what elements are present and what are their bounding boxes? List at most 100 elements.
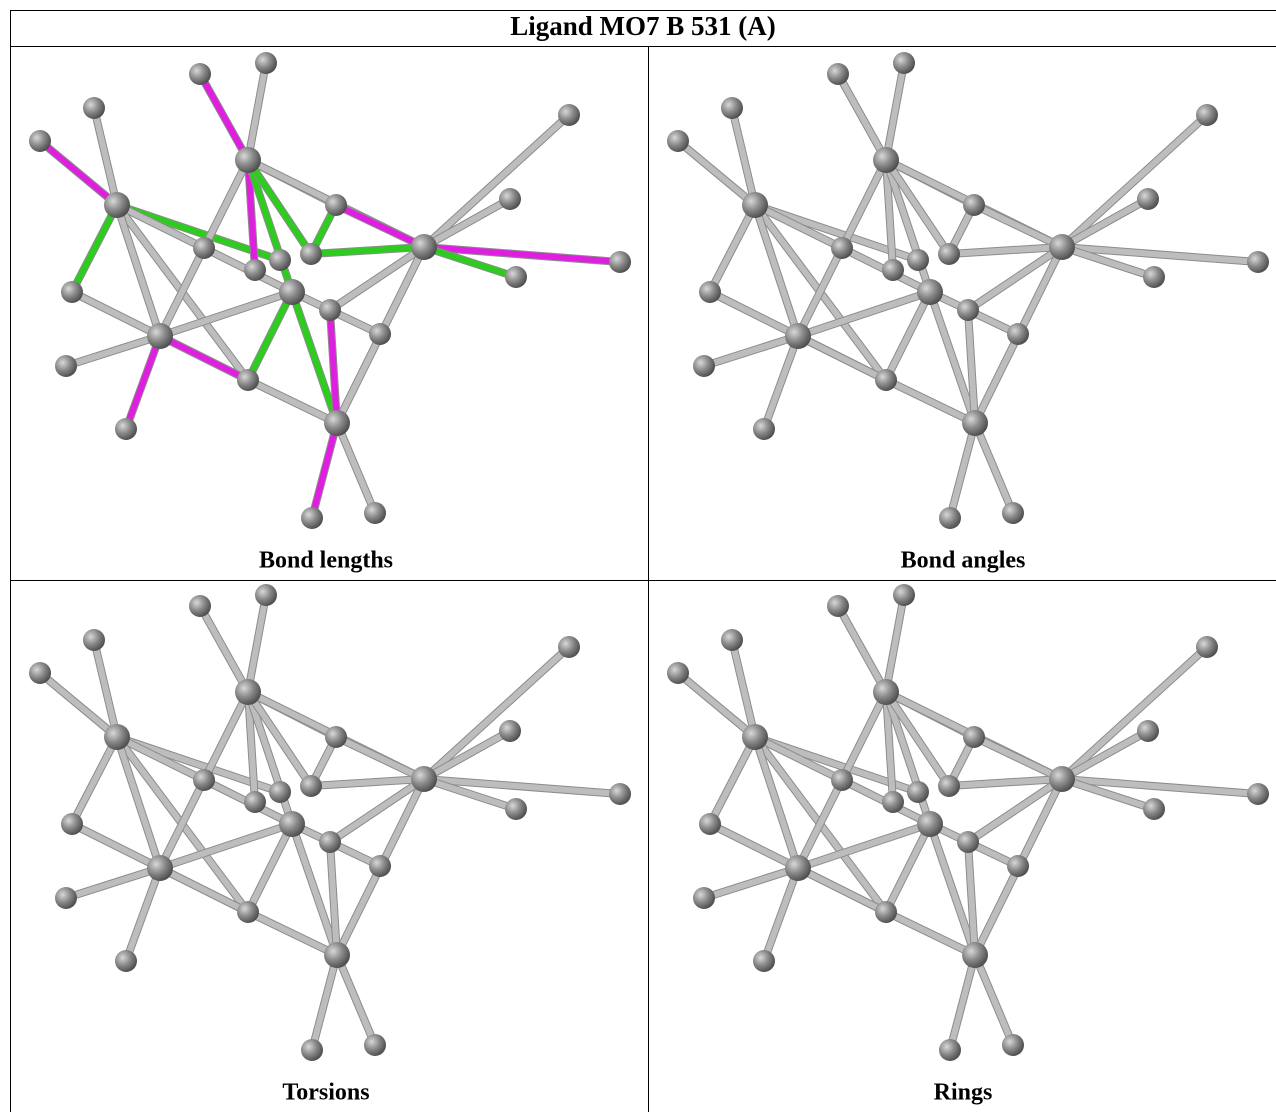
- atom: [721, 629, 743, 651]
- atom: [893, 52, 915, 74]
- atom: [1143, 266, 1165, 288]
- atom: [29, 662, 51, 684]
- atom: [693, 355, 715, 377]
- atom: [115, 950, 137, 972]
- atom: [269, 249, 291, 271]
- atom: [753, 950, 775, 972]
- bond: [337, 955, 375, 1045]
- bond: [949, 247, 1062, 254]
- atom: [962, 942, 988, 968]
- atom: [667, 130, 689, 152]
- atom: [235, 147, 261, 173]
- atom: [279, 811, 305, 837]
- atom: [1137, 720, 1159, 742]
- atom: [61, 813, 83, 835]
- bond: [949, 779, 1062, 786]
- bond: [950, 423, 975, 518]
- atom: [364, 502, 386, 524]
- bond: [974, 205, 1062, 247]
- atom: [235, 679, 261, 705]
- bond: [1062, 115, 1207, 247]
- atom: [147, 323, 173, 349]
- bond: [311, 247, 424, 254]
- atom: [558, 104, 580, 126]
- bond: [950, 955, 975, 1050]
- atom: [237, 369, 259, 391]
- atom: [61, 281, 83, 303]
- bond: [886, 63, 904, 160]
- atom: [957, 299, 979, 321]
- molecule-image: [667, 584, 1269, 1061]
- atom: [189, 63, 211, 85]
- atom: [279, 279, 305, 305]
- bond: [424, 115, 569, 247]
- atom: [269, 781, 291, 803]
- atom: [505, 798, 527, 820]
- atom: [55, 887, 77, 909]
- atom: [917, 811, 943, 837]
- bond: [336, 205, 424, 247]
- table-title: Ligand MO7 B 531 (A): [510, 11, 776, 41]
- atom: [962, 410, 988, 436]
- atom: [831, 237, 853, 259]
- bond: [710, 205, 755, 292]
- atom: [1247, 783, 1269, 805]
- atom: [917, 279, 943, 305]
- atom: [907, 249, 929, 271]
- atom: [882, 791, 904, 813]
- atom: [369, 323, 391, 345]
- panel-caption: Bond angles: [901, 548, 1026, 574]
- atom: [244, 791, 266, 813]
- bond: [838, 74, 886, 160]
- atom: [963, 194, 985, 216]
- atom: [1002, 502, 1024, 524]
- atom: [742, 192, 768, 218]
- bond: [424, 647, 569, 779]
- atom: [301, 1039, 323, 1061]
- atom: [827, 595, 849, 617]
- atom: [1143, 798, 1165, 820]
- bond: [66, 336, 160, 366]
- bond: [200, 74, 248, 160]
- atom: [831, 769, 853, 791]
- atom: [55, 355, 77, 377]
- bond: [838, 606, 886, 692]
- atom: [1049, 766, 1075, 792]
- atom: [364, 1034, 386, 1056]
- atom: [193, 769, 215, 791]
- atom: [369, 855, 391, 877]
- atom: [244, 259, 266, 281]
- panel-caption: Torsions: [282, 1080, 369, 1106]
- bond: [886, 595, 904, 692]
- atom: [301, 507, 323, 529]
- atom: [1196, 636, 1218, 658]
- atom: [1007, 855, 1029, 877]
- atom: [1049, 234, 1075, 260]
- atom: [785, 855, 811, 881]
- atom: [1247, 251, 1269, 273]
- bond: [764, 336, 798, 429]
- atom: [237, 901, 259, 923]
- bond: [72, 205, 117, 292]
- atom: [83, 97, 105, 119]
- bond: [975, 955, 1013, 1045]
- bond: [704, 336, 798, 366]
- atom: [255, 584, 277, 606]
- bond: [72, 737, 117, 824]
- atom: [742, 724, 768, 750]
- atom: [325, 194, 347, 216]
- atom: [609, 251, 631, 273]
- atom: [753, 418, 775, 440]
- atom: [189, 595, 211, 617]
- panel-caption: Bond lengths: [259, 548, 393, 574]
- bond: [200, 606, 248, 692]
- atom: [693, 887, 715, 909]
- atom: [505, 266, 527, 288]
- atom: [193, 237, 215, 259]
- bond: [974, 737, 1062, 779]
- atom: [939, 1039, 961, 1061]
- molecule-image: [667, 52, 1269, 529]
- atom: [411, 766, 437, 792]
- molecule-image: [29, 584, 631, 1061]
- bond: [312, 955, 337, 1050]
